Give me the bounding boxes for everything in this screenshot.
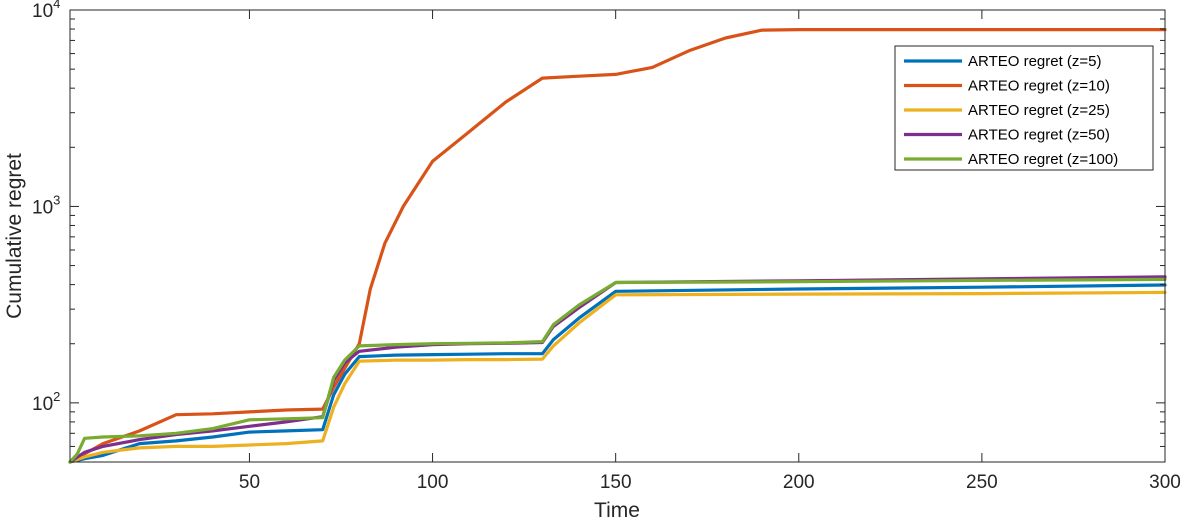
x-tick-label: 250	[966, 472, 998, 493]
legend: ARTEO regret (z=5) ARTEO regret (z=10) ART…	[894, 45, 1154, 171]
plot-frame	[69, 9, 1166, 463]
series-line-5	[68, 277, 1167, 464]
y-tick-label: 104	[32, 0, 60, 22]
tick-layer	[70, 9, 1166, 463]
x-tick-label: 200	[783, 472, 815, 493]
legend-entry-label: ARTEO regret (z=50)	[968, 127, 1110, 144]
legend-entry-label: ARTEO regret (z=25)	[968, 102, 1110, 119]
legend-entry-label: ARTEO regret (z=5)	[968, 53, 1102, 70]
x-tick-label: 150	[600, 472, 632, 493]
y-tick-label: 103	[32, 192, 60, 218]
x-tick-label: 100	[417, 472, 449, 493]
x-axis-label: Time	[594, 499, 640, 522]
x-tick-label: 50	[239, 472, 260, 493]
series-line-2	[68, 28, 1167, 464]
series-line-1	[68, 283, 1167, 464]
series-layer	[68, 28, 1167, 464]
legend-items: ARTEO regret (z=5) ARTEO regret (z=10) ART…	[904, 53, 1118, 168]
legend-box	[894, 45, 1154, 171]
legend-entry-label: ARTEO regret (z=100)	[968, 151, 1118, 168]
x-tick-label: 300	[1149, 472, 1181, 493]
series-line-3	[68, 290, 1167, 464]
label-layer: 50 100 150 200 250 300 102 103 104	[32, 0, 1181, 493]
y-axis-label: Cumulative regret	[3, 153, 26, 319]
legend-entry-label: ARTEO regret (z=10)	[968, 78, 1110, 95]
y-tick-label: 102	[32, 389, 60, 415]
